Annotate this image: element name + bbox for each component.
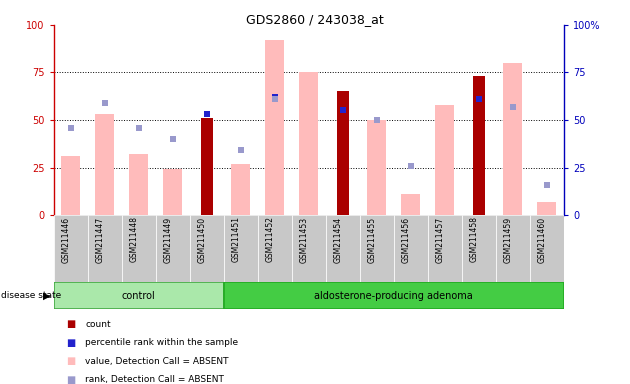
Bar [292, 215, 326, 282]
Text: GSM211456: GSM211456 [402, 217, 411, 263]
Bar [95, 114, 114, 215]
Bar [129, 154, 148, 215]
Text: GSM211452: GSM211452 [266, 217, 275, 262]
Bar [54, 215, 88, 282]
Bar [360, 215, 394, 282]
Text: GSM211447: GSM211447 [96, 217, 105, 263]
Text: GSM211449: GSM211449 [164, 217, 173, 263]
Text: rank, Detection Call = ABSENT: rank, Detection Call = ABSENT [85, 375, 224, 384]
Text: GSM211458: GSM211458 [470, 217, 479, 262]
Bar [224, 215, 258, 282]
Bar [88, 215, 122, 282]
Text: ■: ■ [66, 356, 76, 366]
Text: percentile rank within the sample: percentile rank within the sample [85, 338, 238, 348]
Text: ■: ■ [66, 338, 76, 348]
Bar [473, 76, 484, 215]
Bar [337, 91, 348, 215]
Bar [156, 215, 190, 282]
Bar [224, 282, 564, 309]
Text: GSM211453: GSM211453 [300, 217, 309, 263]
Text: disease state: disease state [1, 291, 61, 300]
Text: GSM211459: GSM211459 [504, 217, 513, 263]
Text: GSM211454: GSM211454 [334, 217, 343, 263]
Text: value, Detection Call = ABSENT: value, Detection Call = ABSENT [85, 357, 229, 366]
Bar [367, 120, 386, 215]
Bar [201, 118, 212, 215]
Text: GDS2860 / 243038_at: GDS2860 / 243038_at [246, 13, 384, 26]
Bar [163, 169, 182, 215]
Bar [61, 156, 80, 215]
Text: GSM211457: GSM211457 [436, 217, 445, 263]
Text: aldosterone-producing adenoma: aldosterone-producing adenoma [314, 291, 473, 301]
Text: GSM211460: GSM211460 [538, 217, 547, 263]
Bar [190, 215, 224, 282]
Bar [258, 215, 292, 282]
Bar [326, 215, 360, 282]
Bar [537, 202, 556, 215]
Bar [122, 215, 156, 282]
Bar [503, 63, 522, 215]
Text: GSM211455: GSM211455 [368, 217, 377, 263]
Bar [428, 215, 462, 282]
Text: ■: ■ [66, 319, 76, 329]
Text: GSM211448: GSM211448 [130, 217, 139, 262]
Bar [435, 105, 454, 215]
Text: GSM211450: GSM211450 [198, 217, 207, 263]
Bar [265, 40, 284, 215]
Bar [496, 215, 530, 282]
Text: ■: ■ [66, 375, 76, 384]
Bar [462, 215, 496, 282]
Text: ▶: ▶ [43, 291, 50, 301]
Bar [530, 215, 564, 282]
Text: control: control [122, 291, 156, 301]
Text: count: count [85, 320, 111, 329]
Bar [54, 282, 224, 309]
Bar [299, 73, 318, 215]
Bar [231, 164, 250, 215]
Bar [401, 194, 420, 215]
Text: GSM211451: GSM211451 [232, 217, 241, 262]
Bar [394, 215, 428, 282]
Text: GSM211446: GSM211446 [62, 217, 71, 263]
